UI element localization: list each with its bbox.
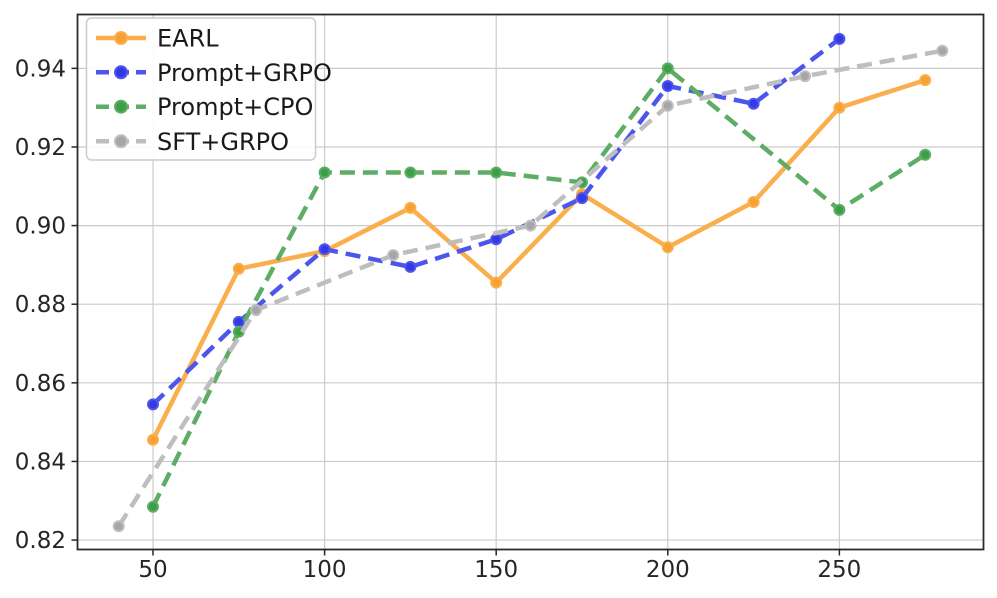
y-tick-label: 0.90 (15, 214, 66, 240)
marker-prompt-cpo (147, 500, 159, 513)
y-tick-label: 0.86 (15, 371, 66, 397)
legend-label-prompt-grpo: Prompt+GRPO (157, 59, 332, 87)
y-tick-label: 0.82 (15, 528, 66, 554)
series-line-earl (150, 77, 926, 441)
marker-sft-grpo (799, 70, 811, 83)
marker-prompt-grpo (747, 97, 760, 110)
marker-earl (833, 101, 846, 114)
marker-prompt-grpo (490, 233, 503, 246)
marker-sft-grpo (524, 219, 537, 232)
legend-marker-prompt-cpo (114, 99, 128, 114)
marker-sft-grpo (936, 44, 949, 57)
x-tick-label: 150 (474, 557, 518, 583)
legend-label-earl: EARL (157, 25, 219, 53)
y-tick-label: 0.92 (15, 135, 66, 161)
legend-marker-prompt-grpo (114, 65, 128, 80)
marker-sft-grpo (250, 304, 262, 317)
legend-label-sft-grpo: SFT+GRPO (157, 128, 289, 156)
marker-prompt-cpo (318, 166, 331, 179)
marker-sft-grpo (661, 99, 674, 112)
legend-label-prompt-cpo: Prompt+CPO (157, 93, 313, 121)
marker-prompt-cpo (661, 62, 674, 75)
marker-prompt-grpo (833, 32, 846, 45)
x-tick-label: 250 (817, 557, 861, 583)
x-tick-label: 100 (303, 557, 347, 583)
marker-prompt-grpo (661, 80, 674, 92)
y-tick-label: 0.94 (15, 56, 66, 82)
legend-box (85, 17, 317, 161)
x-tick-label: 50 (138, 557, 167, 583)
marker-prompt-grpo (147, 398, 159, 411)
marker-earl (919, 74, 932, 87)
legend-marker-earl (114, 31, 128, 45)
marker-prompt-cpo (833, 203, 846, 216)
marker-prompt-grpo (576, 192, 588, 205)
marker-prompt-cpo (490, 166, 503, 179)
marker-earl (747, 196, 760, 208)
marker-earl (147, 433, 159, 446)
marker-earl (232, 262, 245, 275)
y-tick-label: 0.84 (15, 449, 66, 475)
series-line-prompt-grpo (151, 37, 841, 407)
marker-prompt-grpo (232, 315, 245, 328)
y-tick-label: 0.88 (15, 292, 66, 318)
marker-earl (490, 276, 503, 289)
plot-border (76, 13, 985, 551)
marker-prompt-cpo (404, 166, 417, 179)
marker-prompt-cpo (919, 148, 932, 161)
marker-sft-grpo (387, 249, 400, 262)
x-tick-label: 200 (646, 557, 690, 583)
marker-earl (404, 201, 417, 214)
series-line-prompt-cpo (150, 66, 927, 508)
legend-marker-sft-grpo (114, 134, 128, 149)
marker-prompt-grpo (404, 260, 417, 273)
marker-prompt-grpo (318, 243, 331, 256)
marker-sft-grpo (112, 520, 125, 533)
marker-earl (661, 241, 674, 254)
